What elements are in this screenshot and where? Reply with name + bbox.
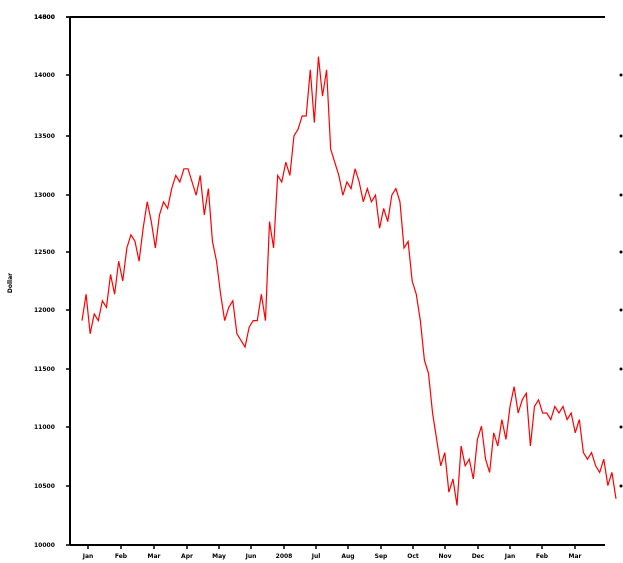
x-tick-label: Sep [375, 553, 388, 560]
x-tick-label: May [212, 553, 226, 560]
x-tick-label: Apr [181, 553, 193, 560]
x-tick-label: Feb [115, 553, 128, 560]
y-tick-label: 13500 [34, 133, 55, 140]
x-tick-label: Jan [82, 553, 94, 560]
x-tick-label: Jul [311, 553, 321, 560]
axes-layer [69, 16, 623, 546]
x-tick-label: 2008 [276, 553, 293, 560]
x-tick-label: Aug [341, 553, 354, 560]
ticks-layer [66, 16, 576, 549]
y-tick-label: 11000 [34, 424, 55, 431]
right-axis-dot [619, 308, 623, 312]
x-tick-label: Dec [472, 553, 485, 560]
y-tick-label: 10000 [34, 542, 55, 549]
x-tick-label: Jun [245, 553, 257, 560]
y-tick-label: 10500 [34, 483, 55, 490]
y-tick-label: 11500 [34, 366, 55, 373]
right-axis-dot [619, 134, 623, 138]
right-axis-dot [619, 484, 623, 488]
y-tick-label: 13000 [34, 192, 55, 199]
labels-layer: 1400014500140001350013000125001200011500… [7, 14, 582, 560]
series-layer [81, 56, 617, 506]
right-axis-dot [619, 367, 623, 371]
y-axis-title: Dollar [7, 273, 14, 293]
x-tick-label: Jan [504, 553, 516, 560]
x-tick-label: Mar [148, 553, 161, 560]
y-tick-label: 14500 [34, 14, 55, 21]
right-axis-dot [619, 73, 623, 77]
right-axis-dot [619, 250, 623, 254]
y-tick-label: 14000 [34, 72, 55, 79]
x-tick-label: Nov [438, 553, 451, 560]
x-tick-label: Oct [407, 553, 419, 560]
y-tick-label: 14000 [34, 14, 55, 21]
y-tick-label: 12500 [34, 249, 55, 256]
right-axis-dot [619, 193, 623, 197]
x-tick-label: Mar [569, 553, 582, 560]
x-tick-label: Feb [536, 553, 549, 560]
y-tick-label: 12000 [34, 307, 55, 314]
right-axis-dot [619, 425, 623, 429]
series-line [81, 56, 617, 506]
